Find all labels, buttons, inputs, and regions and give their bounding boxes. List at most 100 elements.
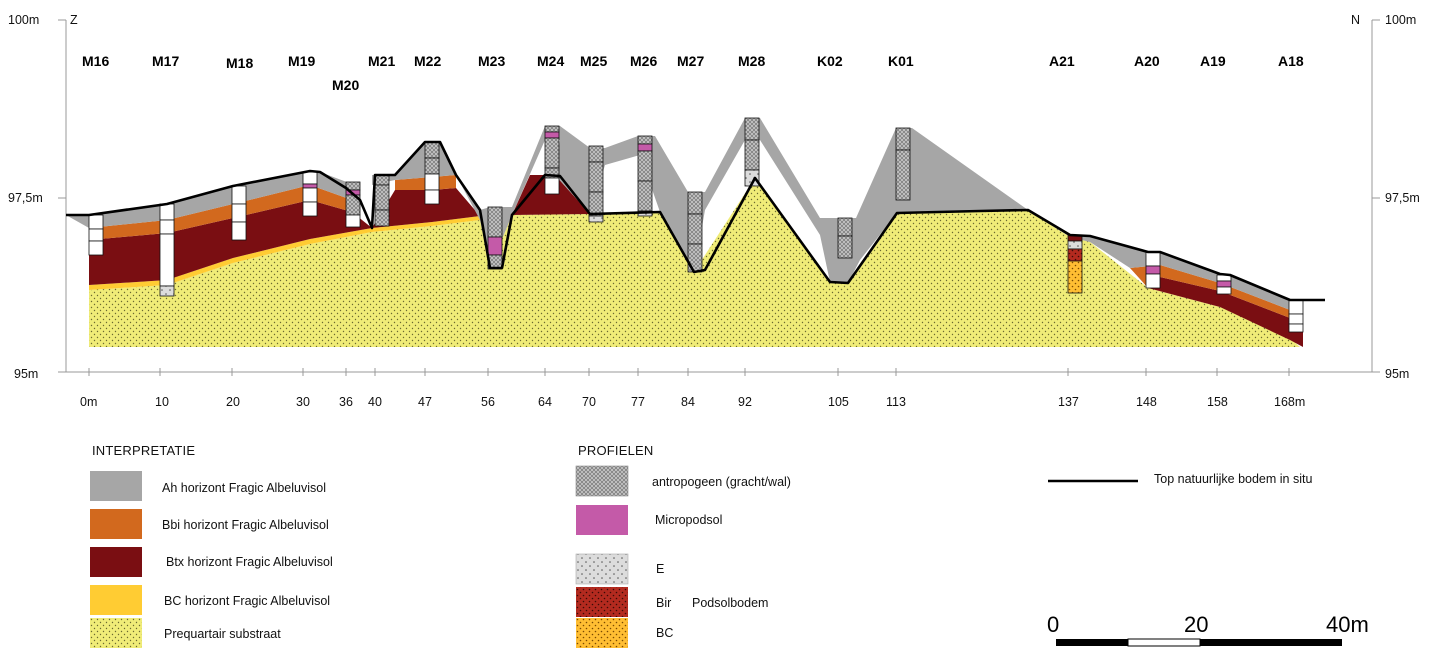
profile-column-m21 (374, 174, 390, 227)
distance-label-64: 64 (538, 395, 552, 409)
legend-line-label: Top natuurlijke bodem in situ (1154, 472, 1312, 486)
legend-label-podsolbodem: Podsolbodem (692, 596, 768, 610)
distance-labels: 0m 10 20 30 36 40 47 56 64 70 77 84 92 1… (80, 395, 1305, 409)
profile-label-a21: A21 (1049, 53, 1075, 69)
profile-label-m27: M27 (677, 53, 704, 69)
distance-label-137: 137 (1058, 395, 1079, 409)
north-label: N (1351, 13, 1360, 27)
distance-label-168: 168m (1274, 395, 1305, 409)
profile-label-m25: M25 (580, 53, 607, 69)
distance-label-30: 30 (296, 395, 310, 409)
scale-segment-2 (1127, 638, 1201, 647)
ah-horizon-layer (66, 171, 352, 228)
profile-label-a20: A20 (1134, 53, 1160, 69)
profile-column-m28 (744, 117, 760, 187)
legend-swatch-bir (576, 587, 628, 617)
distance-label-113: 113 (886, 395, 906, 409)
legend-label-antropogeen: antropogeen (gracht/wal) (652, 475, 791, 489)
legend-label-substrate: Prequartair substraat (164, 627, 281, 641)
legend-label-ah: Ah horizont Fragic Albeluvisol (162, 481, 326, 495)
profile-column-m27 (687, 191, 703, 273)
legend-swatch-ah (90, 471, 142, 501)
legend-label-micropodsol: Micropodsol (655, 513, 722, 527)
profile-column-m22 (424, 141, 440, 205)
profile-label-m21: M21 (368, 53, 395, 69)
legend-line: Top natuurlijke bodem in situ (1048, 472, 1312, 486)
profile-label-m16: M16 (82, 53, 109, 69)
profile-label-k02: K02 (817, 53, 843, 69)
legend-label-e: E (656, 562, 664, 576)
profile-column-k02 (837, 217, 853, 259)
legend-interpretatie-title: INTERPRETATIE (92, 443, 195, 458)
btx-horizon-layer-2 (372, 188, 480, 228)
distance-label-148: 148 (1136, 395, 1157, 409)
left-top-label: 100m (8, 13, 39, 27)
distance-label-20: 20 (226, 395, 240, 409)
legend-profielen-title: PROFIELEN (578, 443, 653, 458)
profile-column-m26 (637, 135, 653, 217)
legend-label-bbi: Bbi horizont Fragic Albeluvisol (162, 518, 329, 532)
profile-label-m22: M22 (414, 53, 441, 69)
profile-column-a18 (1288, 299, 1304, 333)
bbi-horizon-layer (89, 185, 352, 240)
profile-label-m24: M24 (537, 53, 564, 69)
distance-label-92: 92 (738, 395, 752, 409)
right-bottom-label: 95m (1385, 367, 1409, 381)
distance-label-40: 40 (368, 395, 382, 409)
btx-horizon-layer-4 (1148, 277, 1303, 347)
distance-label-47: 47 (418, 395, 432, 409)
profile-column-m18 (231, 185, 247, 241)
profile-label-m20: M20 (332, 77, 359, 93)
distance-label-105: 105 (828, 395, 849, 409)
distance-label-10: 10 (155, 395, 169, 409)
scale-label-0: 0 (1047, 612, 1059, 637)
profile-label-m18: M18 (226, 55, 253, 71)
legend-swatch-antropogeen (575, 465, 629, 497)
profile-column-m19 (302, 171, 318, 217)
profile-label-a18: A18 (1278, 53, 1304, 69)
profile-column-m25 (588, 145, 604, 223)
profile-label-k01: K01 (888, 53, 914, 69)
scale-segment-3 (1200, 639, 1342, 646)
right-mid-label: 97,5m (1385, 191, 1420, 205)
legend-swatch-bc (90, 585, 142, 615)
profile-column-a20 (1145, 251, 1161, 289)
natural-soil-top-line (66, 140, 1325, 302)
btx-horizon-layer-3 (512, 175, 590, 215)
profile-label-m23: M23 (478, 53, 505, 69)
profile-column-a19 (1216, 274, 1232, 295)
profile-label-m19: M19 (288, 53, 315, 69)
profile-column-m23 (487, 206, 503, 270)
profile-label-m28: M28 (738, 53, 765, 69)
distance-label-84: 84 (681, 395, 695, 409)
profile-labels: M16 M17 M18 M19 M20 M21 M22 M23 M24 M25 … (82, 53, 1304, 93)
legend-swatch-bc-profile (576, 618, 628, 648)
profile-label-a19: A19 (1200, 53, 1226, 69)
profile-label-m26: M26 (630, 53, 657, 69)
left-bottom-label: 95m (14, 367, 38, 381)
axis-frame (58, 19, 1380, 373)
distance-label-77: 77 (631, 395, 645, 409)
legend-label-bc-profile: BC (656, 626, 673, 640)
distance-label-36: 36 (339, 395, 353, 409)
profile-column-m24 (544, 125, 560, 195)
legend-interpretatie: INTERPRETATIE Ah horizont Fragic Albeluv… (90, 443, 333, 648)
scale-label-20: 20 (1184, 612, 1208, 637)
legend-profielen: PROFIELEN antropogeen (gracht/wal) Micro… (575, 443, 791, 648)
legend-label-bc: BC horizont Fragic Albeluvisol (164, 594, 330, 608)
profile-column-m17 (159, 203, 175, 297)
scale-segment-1 (1056, 639, 1128, 646)
scale-label-40: 40m (1326, 612, 1369, 637)
distance-ticks (88, 368, 1290, 376)
profile-column-m16 (88, 214, 104, 256)
south-label: Z (70, 13, 78, 27)
prequartair-substrate-layer (89, 178, 1300, 347)
scale-bar: 0 20 40m (1047, 612, 1369, 647)
distance-label-158: 158 (1207, 395, 1228, 409)
ah-horizon-layer-4 (1028, 210, 1303, 320)
profile-column-a21 (1067, 234, 1083, 294)
profile-columns (88, 117, 1304, 333)
legend-swatch-btx (90, 547, 142, 577)
legend-label-bir: Bir (656, 596, 671, 610)
